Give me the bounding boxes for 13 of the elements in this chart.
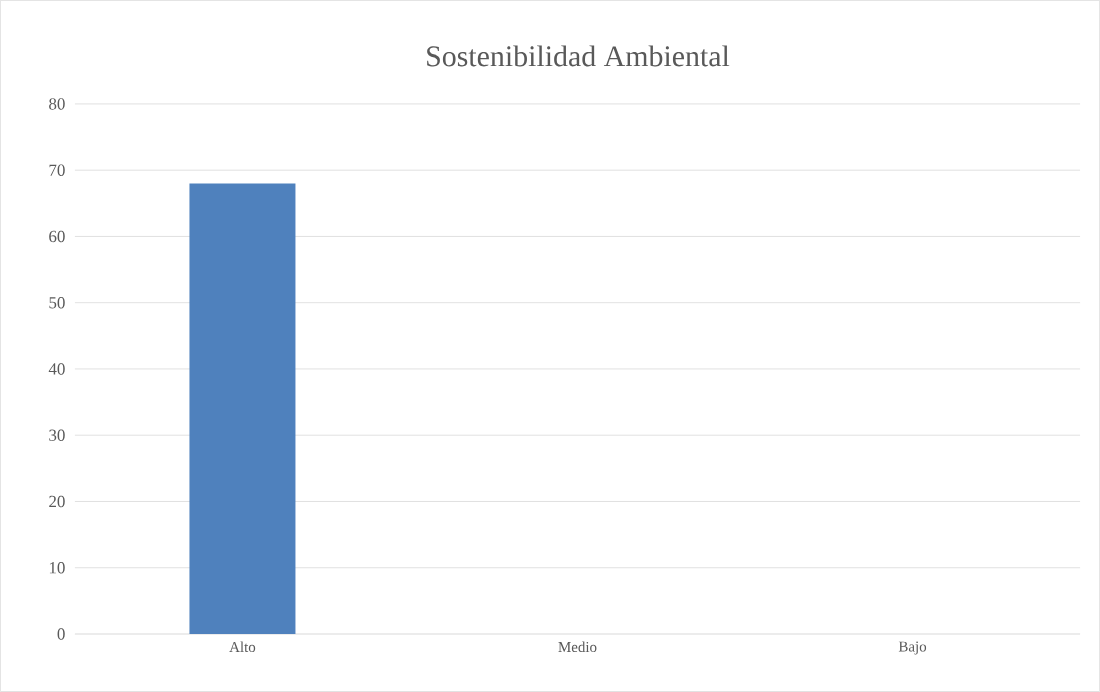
y-tick-label: 30 xyxy=(49,429,65,441)
y-tick-label: 10 xyxy=(49,562,65,574)
y-tick-label: 50 xyxy=(49,297,65,309)
x-tick-label: Bajo xyxy=(898,641,927,655)
x-tick-label: Medio xyxy=(558,641,597,653)
chart-title: Sostenibilidad Ambiental xyxy=(427,45,730,67)
y-tick-label: 0 xyxy=(57,628,65,640)
y-tick-label: 20 xyxy=(49,495,65,508)
y-tick-label: 40 xyxy=(48,363,65,375)
y-tick-label: 60 xyxy=(49,230,65,243)
y-tick-label: 80 xyxy=(49,98,65,110)
y-tick-label: 70 xyxy=(49,164,65,176)
x-tick-label: Alto xyxy=(229,641,256,653)
